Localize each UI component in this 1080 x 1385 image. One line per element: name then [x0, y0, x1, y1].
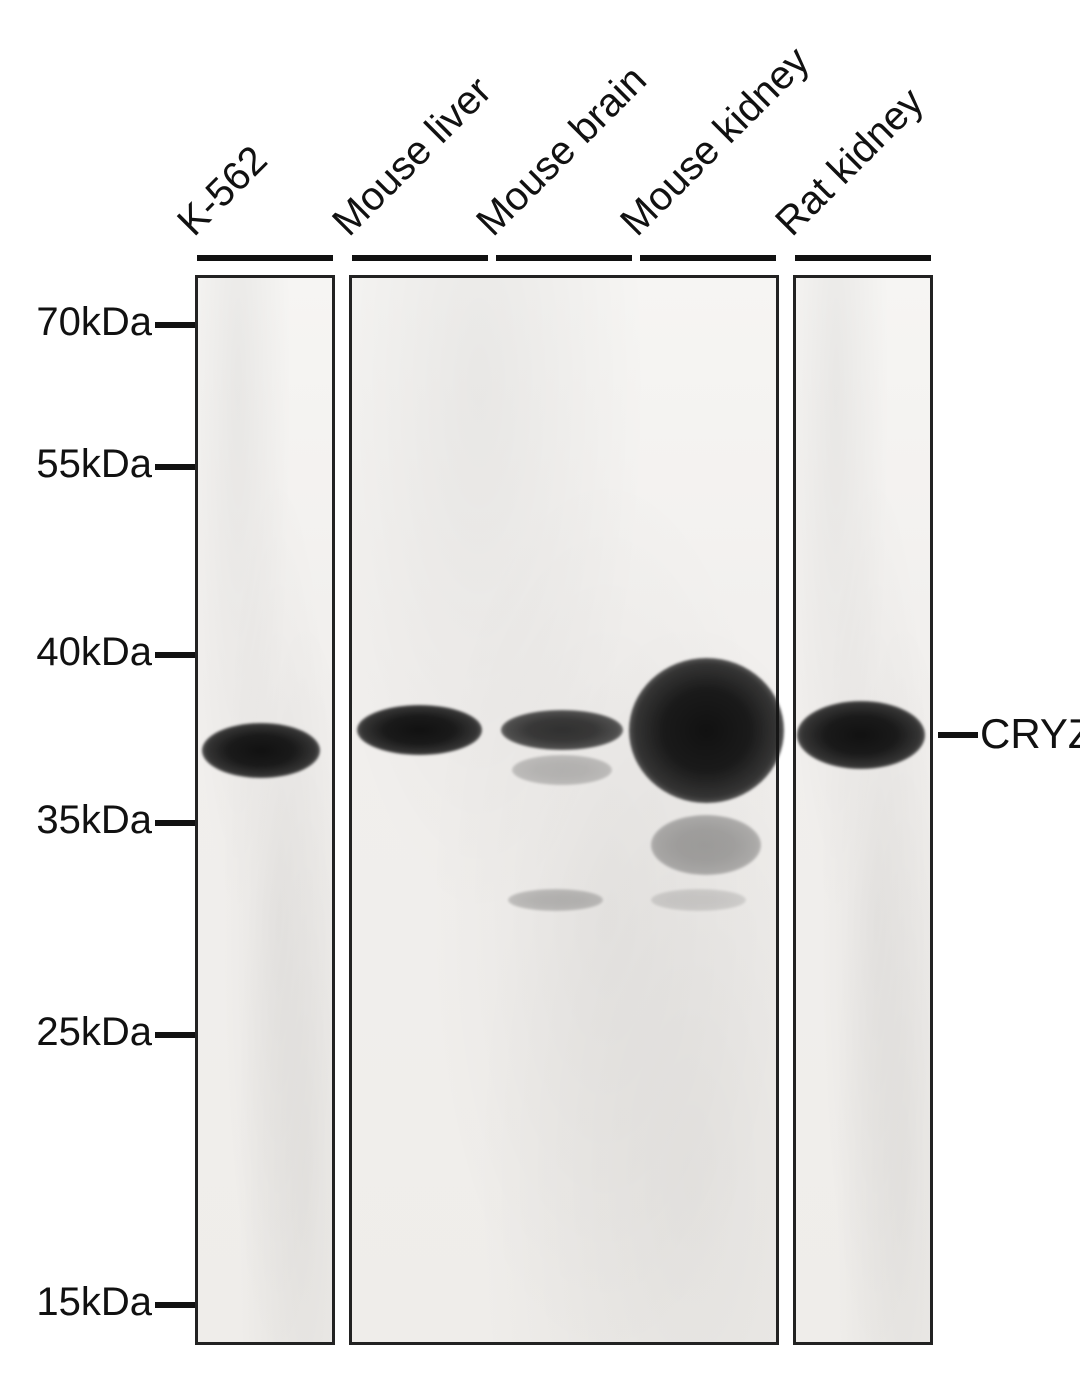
- lane-mouse-kidney-underline: [640, 255, 776, 261]
- band-mkidney-low: [651, 889, 746, 911]
- lane-k562-underline: [197, 255, 333, 261]
- membrane-3: [793, 275, 933, 1345]
- band-brain-smear: [512, 755, 612, 785]
- lane-rat-kidney-label: Rat kidney: [767, 80, 932, 245]
- mw-tick-0: [155, 322, 195, 328]
- band-k562-main: [202, 723, 320, 778]
- mw-label-3: 35kDa: [0, 798, 152, 843]
- lane-rat-kidney-underline: [795, 255, 931, 261]
- mw-tick-1: [155, 464, 195, 470]
- target-label: CRYZ: [980, 710, 1080, 758]
- membrane-1: [195, 275, 335, 1345]
- mw-tick-4: [155, 1032, 195, 1038]
- mw-tick-3: [155, 820, 195, 826]
- membrane-2: [349, 275, 779, 1345]
- western-blot-figure: K-562Mouse liverMouse brainMouse kidneyR…: [0, 0, 1080, 1385]
- band-rkidney-main: [797, 701, 925, 769]
- mw-tick-2: [155, 652, 195, 658]
- mw-label-0: 70kDa: [0, 300, 152, 345]
- lane-mouse-brain-underline: [496, 255, 632, 261]
- target-tick: [938, 732, 978, 738]
- lane-k562-label: K-562: [169, 138, 276, 245]
- band-liver-main: [357, 705, 482, 755]
- mw-label-2: 40kDa: [0, 630, 152, 675]
- mw-label-5: 15kDa: [0, 1280, 152, 1325]
- band-brain-low: [508, 889, 603, 911]
- band-brain-main: [501, 710, 623, 750]
- lane-mouse-liver-underline: [352, 255, 488, 261]
- mw-label-1: 55kDa: [0, 442, 152, 487]
- mw-label-4: 25kDa: [0, 1010, 152, 1055]
- band-mkidney-tail: [651, 815, 761, 875]
- mw-tick-5: [155, 1302, 195, 1308]
- band-mkidney-main: [629, 658, 784, 803]
